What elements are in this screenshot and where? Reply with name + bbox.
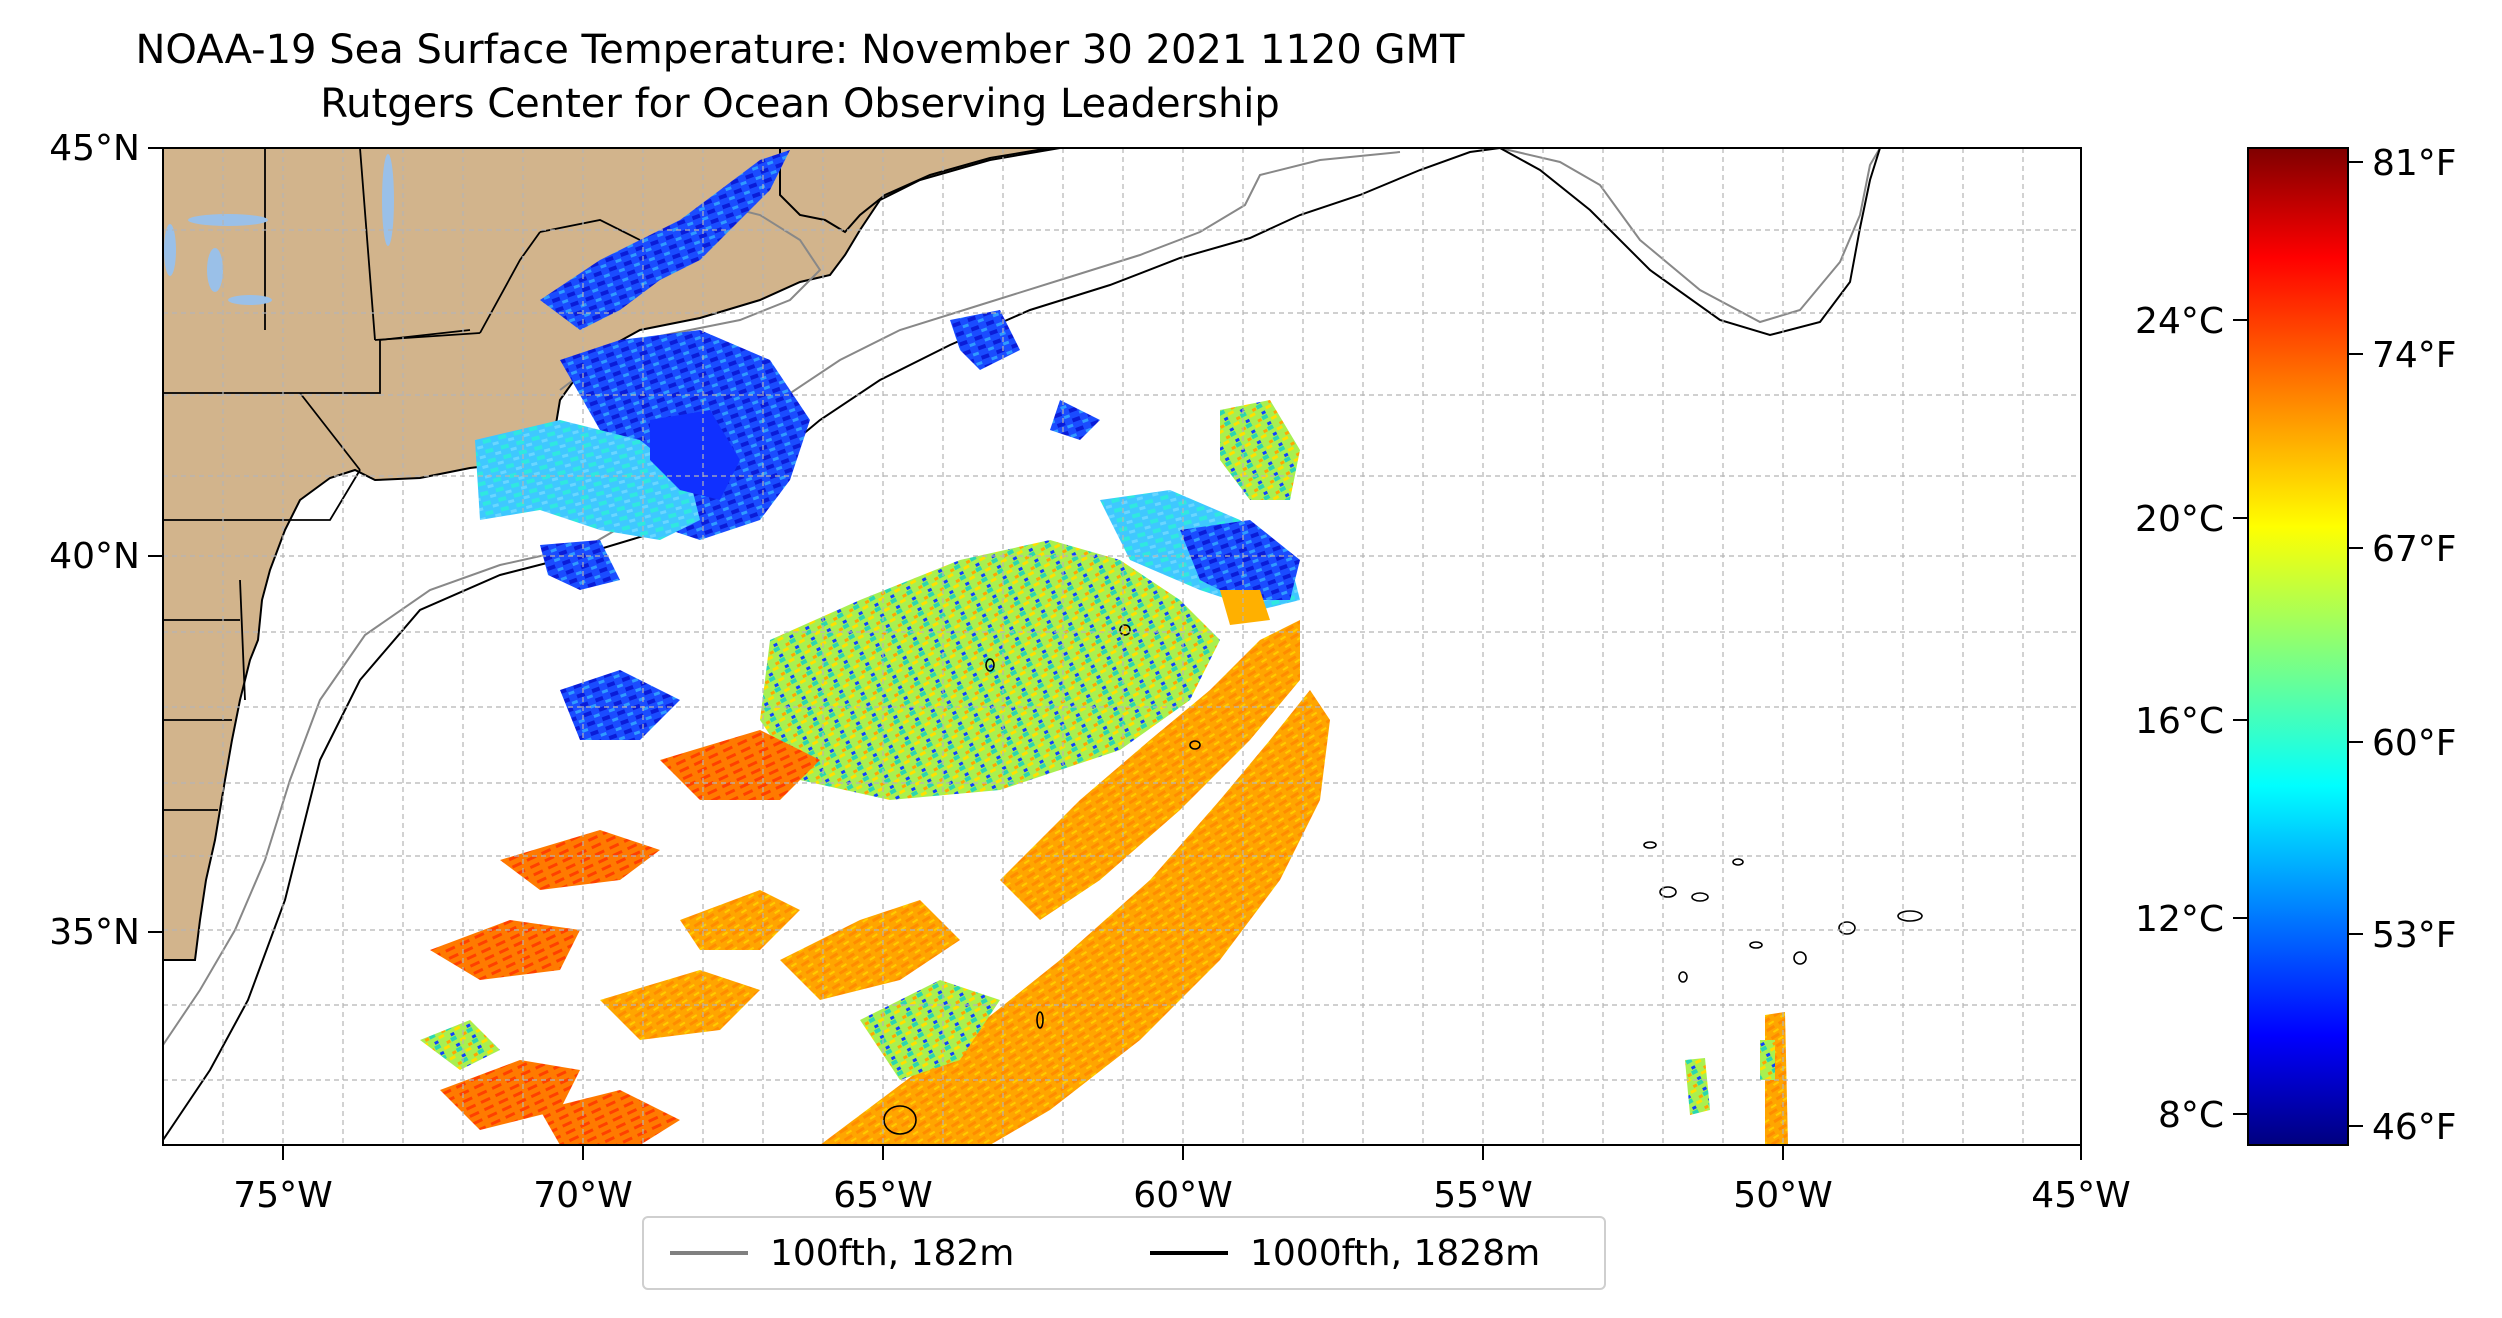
- isobath-1000fth-grand-banks: [1499, 148, 1881, 337]
- axis-ticks: [148, 147, 2082, 1160]
- legend-line-black: [1150, 1251, 1228, 1255]
- y-tick-label: 35°N: [49, 912, 140, 953]
- legend-label: 1000fth, 1828m: [1250, 1232, 1541, 1274]
- land-nova-scotia: [779, 148, 1051, 234]
- x-tick-label: 65°W: [833, 1175, 932, 1216]
- x-tick-label: 45°W: [2031, 1175, 2130, 1216]
- legend-entry-1000fth: 1000fth, 1828m: [1150, 1218, 1540, 1288]
- x-tick-label: 60°W: [1133, 1175, 1232, 1216]
- colorbar-ticks: [2233, 161, 2363, 1127]
- x-tick-label: 50°W: [1733, 1175, 1832, 1216]
- colorbar-fahrenheit-labels: 46°F 53°F 60°F 67°F 74°F 81°F: [2372, 143, 2457, 1148]
- fahrenheit-tick-label: 74°F: [2372, 335, 2457, 376]
- celsius-tick-label: 16°C: [2135, 701, 2224, 742]
- isobath-1000fth: [163, 148, 1501, 1141]
- colorbar: [2247, 147, 2349, 1146]
- isobath-legend: 100fth, 182m 1000fth, 1828m: [642, 1216, 1606, 1290]
- x-tick-label: 55°W: [1433, 1175, 1532, 1216]
- x-tick-label: 70°W: [533, 1175, 632, 1216]
- fahrenheit-tick-label: 67°F: [2372, 529, 2457, 570]
- legend-entry-100fth: 100fth, 182m: [670, 1218, 1014, 1288]
- colorbar-celsius-labels: 8°C 12°C 16°C 20°C 24°C: [2135, 301, 2224, 1136]
- celsius-tick-label: 12°C: [2135, 899, 2224, 940]
- isobath-100fth-grand-banks: [1499, 148, 1881, 324]
- celsius-tick-label: 8°C: [2158, 1095, 2224, 1136]
- x-tick-label: 75°W: [233, 1175, 332, 1216]
- y-tick-label: 40°N: [49, 536, 140, 577]
- fahrenheit-tick-label: 60°F: [2372, 723, 2457, 764]
- map-frame: [162, 147, 2082, 1146]
- seamounts: [883, 624, 1923, 1135]
- celsius-tick-label: 20°C: [2135, 499, 2224, 540]
- sst-data-patches: [420, 150, 1788, 1145]
- graticule: [163, 148, 2081, 1145]
- y-axis-labels: 35°N 40°N 45°N: [49, 128, 140, 953]
- map-title: NOAA-19 Sea Surface Temperature: Novembe…: [135, 27, 1465, 73]
- fahrenheit-tick-label: 53°F: [2372, 915, 2457, 956]
- celsius-tick-label: 24°C: [2135, 301, 2224, 342]
- legend-label: 100fth, 182m: [770, 1232, 1015, 1274]
- y-tick-label: 45°N: [49, 128, 140, 169]
- fahrenheit-tick-label: 46°F: [2372, 1107, 2457, 1148]
- legend-line-gray: [670, 1251, 748, 1255]
- land-us-east-coast: [163, 148, 1061, 961]
- map-subtitle: Rutgers Center for Ocean Observing Leade…: [320, 81, 1280, 127]
- fahrenheit-tick-label: 81°F: [2372, 143, 2457, 184]
- x-axis-labels: 75°W 70°W 65°W 60°W 55°W 50°W 45°W: [233, 1175, 2130, 1216]
- lakes: [164, 154, 394, 305]
